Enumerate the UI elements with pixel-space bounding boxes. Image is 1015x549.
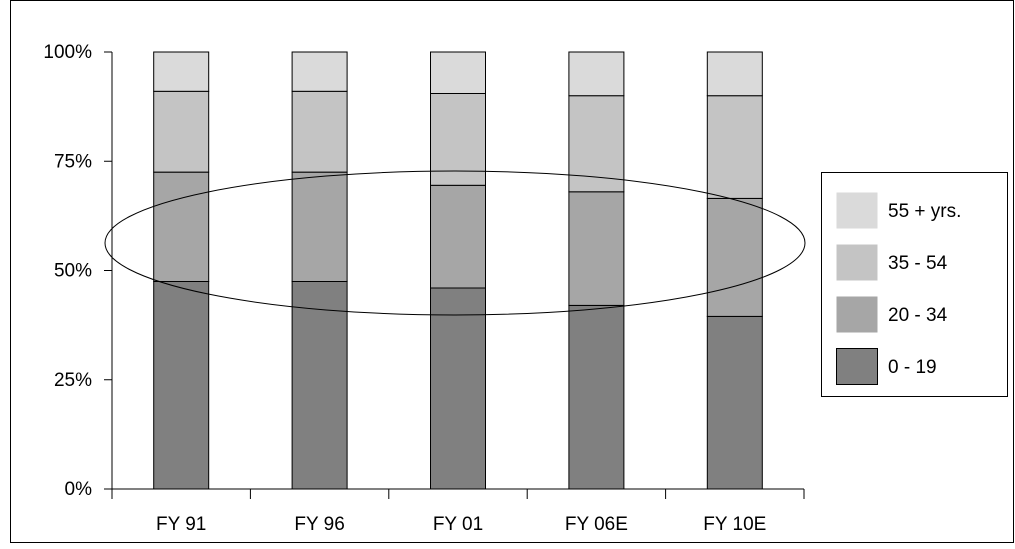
- y-tick-label: 75%: [54, 151, 92, 172]
- legend: 55 + yrs. 35 - 54 20 - 34 0 - 19: [821, 172, 1008, 397]
- legend-swatch: [836, 348, 878, 385]
- legend-label: 55 + yrs.: [888, 201, 961, 222]
- y-tick-label: 0%: [65, 479, 93, 500]
- bar-segment-4-5: [706, 51, 763, 97]
- bar-segment-2-3: [430, 184, 486, 289]
- x-tick-label: FY 06E: [565, 514, 628, 535]
- legend-swatch: [836, 296, 878, 333]
- bar-segment-2-1: [153, 171, 210, 282]
- bar-segment-1-4: [568, 305, 625, 490]
- bar-segment-4-4: [568, 51, 625, 97]
- chart-border: [10, 0, 1014, 543]
- bar-segment-1-1: [153, 280, 210, 490]
- bar-segment-4-3: [430, 51, 486, 94]
- bar-segment-1-5: [706, 315, 763, 490]
- x-tick-label: FY 96: [294, 514, 344, 535]
- y-tick-label: 100%: [43, 42, 92, 63]
- highlight-ellipse: [104, 170, 806, 316]
- bar-segment-2-2: [291, 171, 348, 282]
- bar-segment-1-2: [291, 280, 348, 490]
- x-tick-label: FY 10E: [703, 514, 766, 535]
- x-tick-label: FY 01: [433, 514, 483, 535]
- bar-segment-2-5: [706, 197, 763, 317]
- bar-segment-1-3: [430, 287, 486, 490]
- bar-segment-4-1: [153, 51, 210, 92]
- axes-layer: 0% 25% 50% 75% 100% FY 91 FY 96 FY 01 FY 06E FY 1…: [43, 42, 805, 535]
- legend-label: 0 - 19: [888, 357, 937, 378]
- bar-segment-3-1: [153, 90, 210, 173]
- legend-label: 35 - 54: [888, 253, 948, 274]
- bar-segment-3-5: [706, 95, 763, 199]
- y-tick-label: 25%: [54, 370, 92, 391]
- legend-label: 20 - 34: [888, 305, 948, 326]
- legend-swatch: [836, 192, 878, 229]
- bar-segment-4-2: [291, 51, 348, 92]
- x-tick-label: FY 91: [156, 514, 206, 535]
- y-tick-label: 50%: [54, 261, 92, 282]
- legend-swatch: [836, 244, 878, 281]
- bars-layer: [153, 51, 763, 490]
- bar-segment-2-4: [568, 191, 625, 306]
- bar-segment-3-2: [291, 90, 348, 173]
